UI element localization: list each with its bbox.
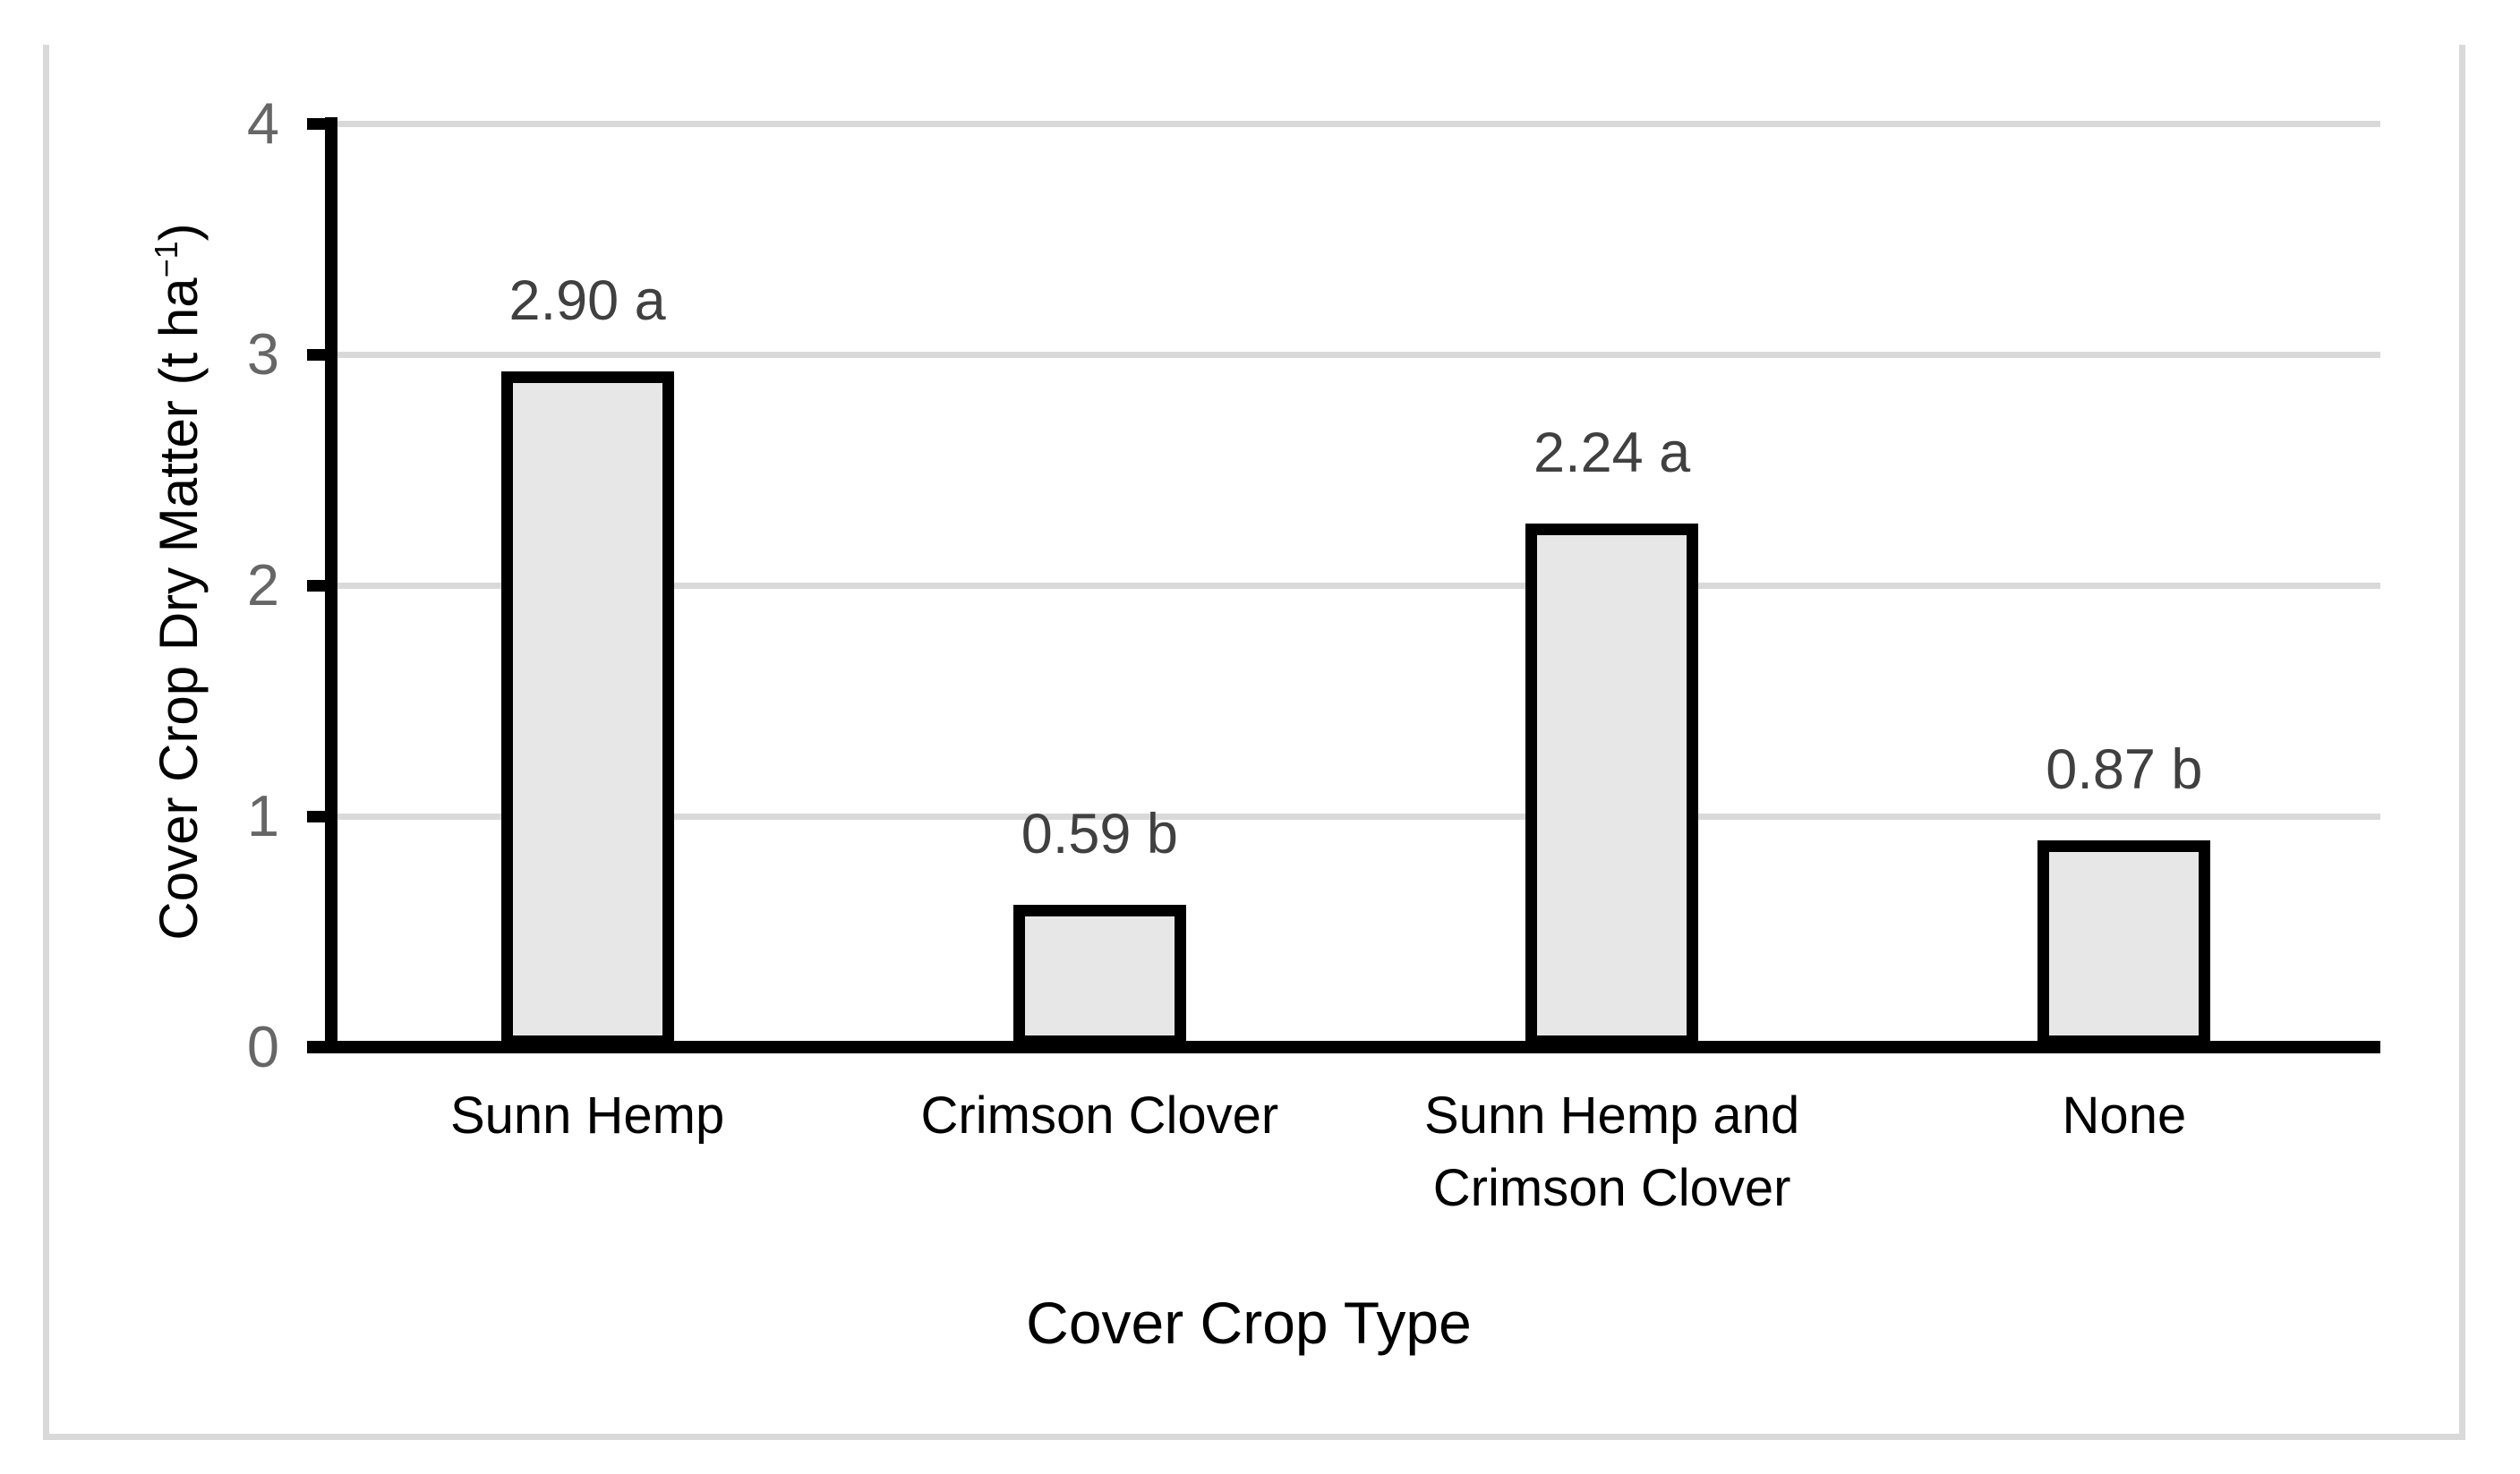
- bar-2: [1012, 904, 1186, 1047]
- bar-value-label-1: 2.90 a: [508, 269, 666, 333]
- gridline-y1: [337, 813, 2380, 820]
- y-tick-label-4: 4: [246, 90, 279, 157]
- y-axis-title: Cover Crop Dry Matter (t ha−1): [145, 45, 213, 1119]
- x-axis-line: [307, 1041, 2380, 1053]
- x-axis-title: Cover Crop Type: [1026, 1290, 1472, 1356]
- bar-value-label-3: 2.24 a: [1533, 422, 1691, 485]
- gridline-y2: [337, 582, 2380, 589]
- bar-1: [500, 371, 674, 1047]
- bar-4: [2037, 839, 2211, 1047]
- y-tick-label-1: 1: [246, 783, 279, 849]
- y-tick-label-2: 2: [246, 552, 279, 618]
- x-category-label-1: Sunn Hemp: [449, 1086, 725, 1145]
- y-tick-label-3: 3: [246, 321, 279, 388]
- bar-value-label-4: 0.87 b: [2046, 737, 2203, 801]
- y-axis-title-superscript: −1: [148, 241, 184, 278]
- y-axis-title-close: ): [149, 223, 209, 242]
- figure-border: [43, 45, 2465, 1440]
- x-category-label-2: Crimson Clover: [920, 1086, 1279, 1145]
- y-tick-label-0: 0: [246, 1014, 279, 1079]
- x-category-label-3: Sunn Hemp and Crimson Clover: [1424, 1086, 1800, 1217]
- y-axis-title-text: Cover Crop Dry Matter (t ha: [149, 277, 209, 941]
- bar-3: [1525, 524, 1699, 1047]
- gridline-y3: [337, 351, 2380, 358]
- y-axis-line: [325, 117, 337, 1053]
- gridline-y4: [337, 120, 2380, 127]
- bar-value-label-2: 0.59 b: [1021, 802, 1178, 865]
- x-category-label-4: None: [2062, 1086, 2187, 1145]
